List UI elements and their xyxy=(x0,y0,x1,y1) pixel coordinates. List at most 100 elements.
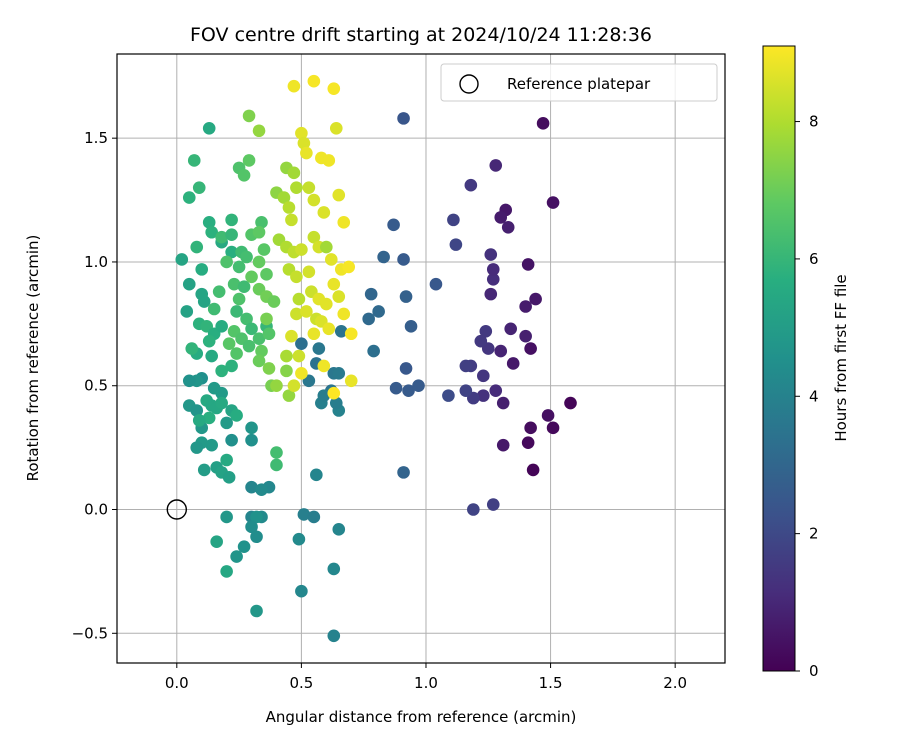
data-point xyxy=(220,565,233,578)
data-point xyxy=(185,342,199,355)
x-axis-ticks: 0.0 0.5 1.0 1.5 2.0 xyxy=(165,663,687,692)
data-point xyxy=(197,463,211,477)
data-point xyxy=(225,245,238,259)
data-point xyxy=(237,280,251,294)
data-point xyxy=(546,196,560,209)
data-point xyxy=(232,292,246,306)
data-point xyxy=(320,297,333,311)
data-point xyxy=(467,503,480,516)
data-point xyxy=(334,324,348,338)
data-point xyxy=(222,337,236,350)
data-point xyxy=(260,268,273,281)
data-point xyxy=(190,441,204,454)
data-point xyxy=(280,349,293,363)
y-axis-label: Rotation from reference (arcmin) xyxy=(24,235,42,482)
data-point xyxy=(297,136,311,150)
data-point xyxy=(397,112,410,125)
data-point xyxy=(536,117,550,130)
data-point xyxy=(476,369,490,383)
data-point xyxy=(197,295,211,308)
data-point xyxy=(541,409,555,422)
legend-label: Reference platepar xyxy=(507,75,651,93)
data-point xyxy=(327,562,341,576)
data-point xyxy=(225,213,238,227)
data-point xyxy=(442,389,455,402)
data-point xyxy=(212,285,226,298)
data-point xyxy=(220,510,233,524)
data-point xyxy=(232,260,246,274)
data-point xyxy=(267,295,281,308)
data-point xyxy=(312,342,326,355)
data-point xyxy=(307,327,321,341)
data-point xyxy=(190,240,204,254)
data-point xyxy=(389,381,403,395)
data-point xyxy=(486,263,500,276)
data-point xyxy=(182,374,196,388)
data-point xyxy=(207,302,221,316)
data-point xyxy=(322,322,336,336)
data-point xyxy=(190,404,204,417)
data-point xyxy=(255,216,268,229)
data-point xyxy=(459,359,473,373)
data-point xyxy=(270,446,283,459)
data-point xyxy=(317,206,331,219)
data-point xyxy=(332,367,346,380)
data-point xyxy=(227,277,241,291)
colorbar-tick-label: 4 xyxy=(809,387,819,405)
x-tick-label: 1.5 xyxy=(539,674,563,692)
data-point xyxy=(205,349,218,363)
y-tick-label: 1.0 xyxy=(84,253,108,271)
data-point xyxy=(337,216,351,229)
data-point xyxy=(182,191,196,204)
data-point xyxy=(175,253,189,266)
data-point xyxy=(245,421,258,435)
data-point xyxy=(302,265,316,279)
data-point xyxy=(324,253,338,266)
legend: Reference platepar xyxy=(440,63,718,102)
data-point xyxy=(220,453,233,467)
data-point xyxy=(215,320,228,333)
data-point xyxy=(290,270,303,284)
data-point xyxy=(494,211,508,224)
data-point xyxy=(187,154,201,167)
data-point xyxy=(242,339,256,353)
data-point xyxy=(250,510,263,524)
data-point xyxy=(344,327,358,341)
data-point xyxy=(372,305,385,318)
data-point xyxy=(404,320,418,333)
data-point xyxy=(300,146,313,160)
data-point xyxy=(282,201,296,214)
data-point xyxy=(519,329,532,343)
data-point xyxy=(202,216,216,229)
data-point xyxy=(464,178,478,192)
data-point xyxy=(282,389,296,402)
data-point xyxy=(285,213,298,227)
data-point xyxy=(317,359,331,373)
y-tick-label: 0.0 xyxy=(84,501,108,519)
colorbar: 0 2 4 6 8 Hours from first FF file xyxy=(762,45,850,680)
data-point xyxy=(222,471,236,484)
data-point xyxy=(242,109,256,123)
data-point xyxy=(242,154,256,167)
data-point xyxy=(255,483,268,497)
x-tick-label: 0.0 xyxy=(165,674,189,692)
data-point xyxy=(230,347,243,360)
data-point xyxy=(489,384,503,397)
data-point xyxy=(484,287,498,301)
data-point xyxy=(564,396,577,410)
data-point xyxy=(317,389,331,402)
data-point xyxy=(292,532,306,546)
data-point xyxy=(285,329,298,343)
data-point xyxy=(337,307,351,321)
data-point xyxy=(220,416,233,430)
data-point xyxy=(489,159,503,172)
data-point xyxy=(210,535,223,548)
legend-reference-marker xyxy=(459,74,479,94)
data-point xyxy=(205,225,218,239)
data-point xyxy=(496,396,510,410)
data-point xyxy=(364,287,378,301)
data-point xyxy=(287,79,301,93)
data-point xyxy=(295,337,308,350)
reference-marker xyxy=(166,499,188,520)
